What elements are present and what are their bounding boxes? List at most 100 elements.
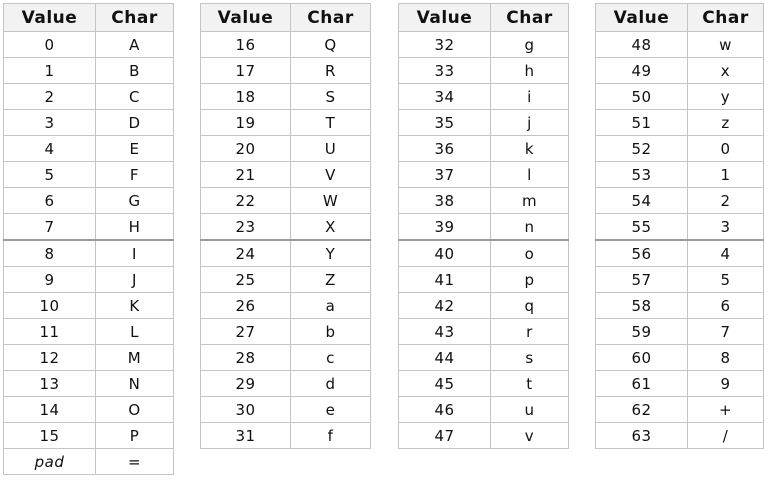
value-cell: 22 xyxy=(200,187,291,214)
char-cell: 1 xyxy=(687,161,764,188)
header-row: Value Char xyxy=(398,3,569,32)
table-row: 36 k xyxy=(398,135,569,162)
table-row: 48 w xyxy=(595,31,764,58)
char-cell: q xyxy=(490,292,569,319)
value-cell: 14 xyxy=(3,396,96,423)
table-row: 26 a xyxy=(200,292,371,319)
header-value: Value xyxy=(200,3,291,32)
char-cell: e xyxy=(290,396,371,423)
value-cell: 12 xyxy=(3,344,96,371)
table-row: 63/ xyxy=(595,422,764,449)
value-cell: 45 xyxy=(398,370,491,397)
table-row: 40 o xyxy=(398,239,569,267)
pad-row: pad = xyxy=(3,448,174,475)
value-cell: 29 xyxy=(200,370,291,397)
pad-char: = xyxy=(95,448,174,475)
value-cell: 37 xyxy=(398,161,491,188)
char-cell: X xyxy=(290,213,371,241)
value-cell: 60 xyxy=(595,344,688,371)
table-row: 37 l xyxy=(398,161,569,188)
char-cell: l xyxy=(490,161,569,188)
table-row: 61 9 xyxy=(595,370,764,397)
char-cell: 9 xyxy=(687,370,764,397)
table-row: 31 f xyxy=(200,422,371,449)
char-cell: n xyxy=(490,213,569,241)
table-values-32-47: Value Char 32 g 33 h 34 i 35 j 36 k 37 l 38 m 39 n 40 o 41… xyxy=(398,3,569,449)
char-cell: p xyxy=(490,266,569,293)
char-cell: / xyxy=(687,422,764,449)
char-cell: o xyxy=(490,239,569,267)
value-cell: 30 xyxy=(200,396,291,423)
table-row: 25 Z xyxy=(200,266,371,293)
table-row: 19 T xyxy=(200,109,371,136)
table-row: 57 5 xyxy=(595,266,764,293)
value-cell: 31 xyxy=(200,422,291,449)
value-cell: 16 xyxy=(200,31,291,58)
value-cell: 36 xyxy=(398,135,491,162)
char-cell: 8 xyxy=(687,344,764,371)
char-cell: j xyxy=(490,109,569,136)
char-cell: I xyxy=(95,239,174,267)
table-row: 30 e xyxy=(200,396,371,423)
header-char: Char xyxy=(687,3,764,32)
table-row: 42 q xyxy=(398,292,569,319)
char-cell: L xyxy=(95,318,174,345)
char-cell: C xyxy=(95,83,174,110)
char-cell: K xyxy=(95,292,174,319)
char-cell: F xyxy=(95,161,174,188)
value-cell: 55 xyxy=(595,213,688,241)
table-row: 39 n xyxy=(398,213,569,241)
char-cell: N xyxy=(95,370,174,397)
header-row: Value Char xyxy=(200,3,371,32)
char-cell: M xyxy=(95,344,174,371)
value-cell: 13 xyxy=(3,370,96,397)
char-cell: b xyxy=(290,318,371,345)
value-cell: 15 xyxy=(3,422,96,449)
value-cell: 62 xyxy=(595,396,688,423)
char-cell: + xyxy=(687,396,764,423)
value-cell: 52 xyxy=(595,135,688,162)
table-row: 46 u xyxy=(398,396,569,423)
table-row: 11 L xyxy=(3,318,174,345)
char-cell: m xyxy=(490,187,569,214)
char-cell: i xyxy=(490,83,569,110)
header-value: Value xyxy=(3,3,96,32)
table-row: 14 O xyxy=(3,396,174,423)
char-cell: t xyxy=(490,370,569,397)
char-cell: E xyxy=(95,135,174,162)
value-cell: 56 xyxy=(595,239,688,267)
table-row: 17 R xyxy=(200,57,371,84)
char-cell: R xyxy=(290,57,371,84)
value-cell: 1 xyxy=(3,57,96,84)
value-cell: 10 xyxy=(3,292,96,319)
value-cell: 43 xyxy=(398,318,491,345)
table-row: 13 N xyxy=(3,370,174,397)
table-row: 10 K xyxy=(3,292,174,319)
value-cell: 24 xyxy=(200,239,291,267)
value-cell: 11 xyxy=(3,318,96,345)
char-cell: y xyxy=(687,83,764,110)
char-cell: x xyxy=(687,57,764,84)
table-row: 27 b xyxy=(200,318,371,345)
table-row: 41 p xyxy=(398,266,569,293)
table-row: 29 d xyxy=(200,370,371,397)
value-cell: 6 xyxy=(3,187,96,214)
value-cell: 35 xyxy=(398,109,491,136)
value-cell: 49 xyxy=(595,57,688,84)
char-cell: z xyxy=(687,109,764,136)
char-cell: Q xyxy=(290,31,371,58)
table-row: 21 V xyxy=(200,161,371,188)
char-cell: A xyxy=(95,31,174,58)
table-row: 55 3 xyxy=(595,213,764,241)
char-cell: g xyxy=(490,31,569,58)
char-cell: v xyxy=(490,422,569,449)
table-row: 22 W xyxy=(200,187,371,214)
value-cell: 53 xyxy=(595,161,688,188)
